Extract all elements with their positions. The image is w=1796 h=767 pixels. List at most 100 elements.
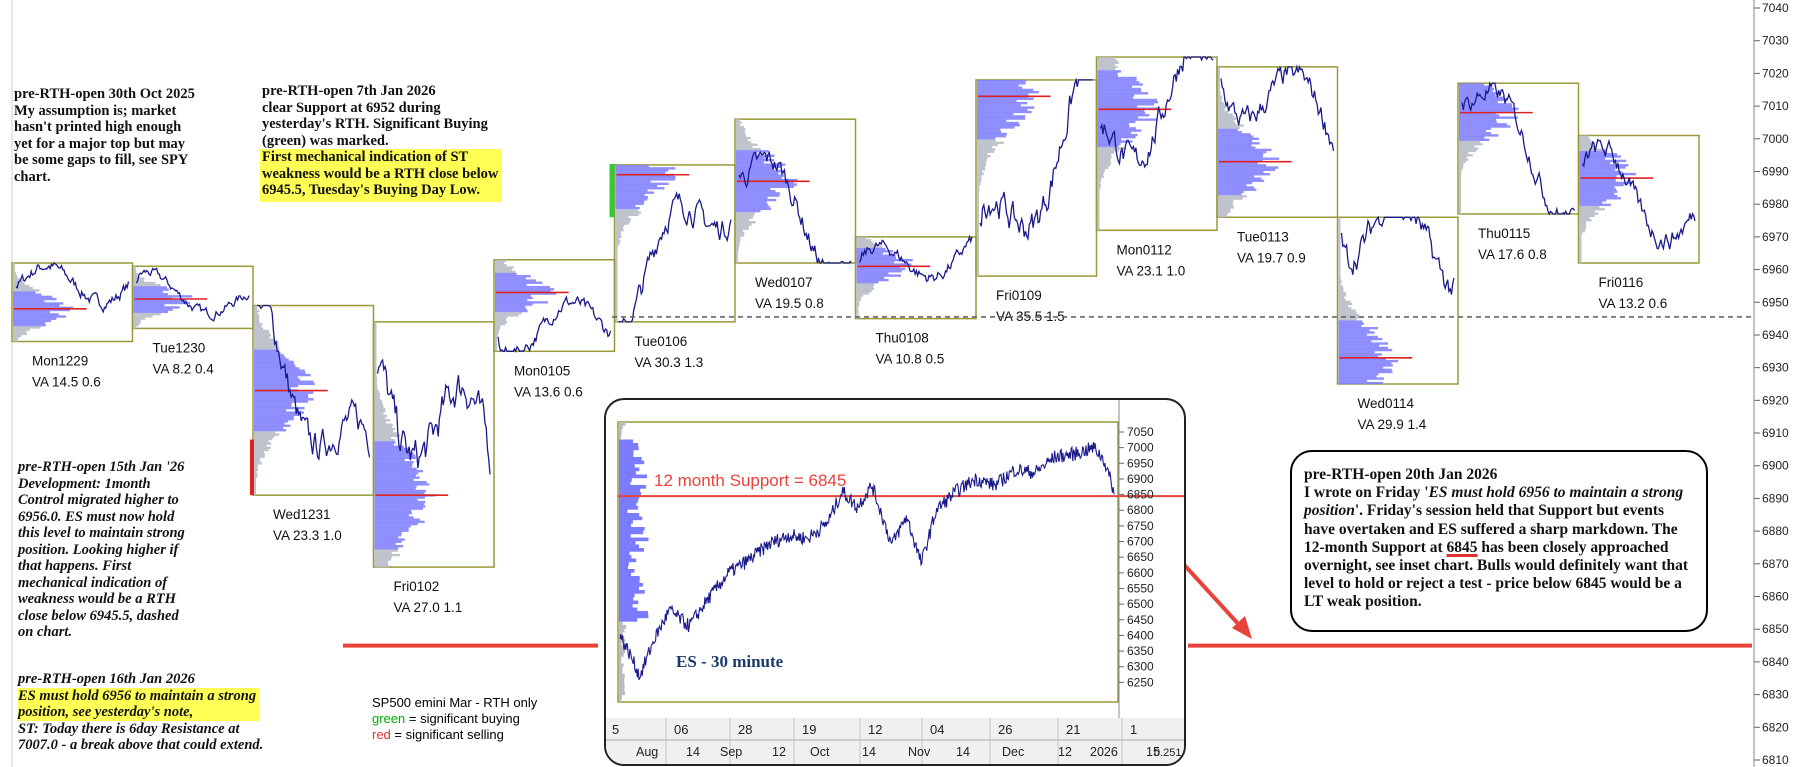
profile-row xyxy=(1218,113,1233,116)
profile-row xyxy=(254,365,296,368)
profile-row xyxy=(615,273,618,276)
profile-row xyxy=(1579,192,1615,196)
profile-row xyxy=(1338,342,1389,345)
profile-row xyxy=(254,384,299,388)
profile-row xyxy=(1218,157,1280,160)
legend-red-text: = significant selling xyxy=(390,727,504,742)
profile-row xyxy=(977,82,1026,85)
profile-row xyxy=(1338,267,1341,271)
price-line xyxy=(618,190,732,323)
profile-row xyxy=(977,157,988,160)
profile-row xyxy=(977,249,979,253)
profile-row xyxy=(374,374,377,378)
profile-row xyxy=(374,445,404,449)
profile-row xyxy=(374,496,425,499)
profile-row xyxy=(254,466,258,469)
profile-row xyxy=(1459,98,1509,102)
profile-row xyxy=(856,263,912,266)
profile-row xyxy=(254,369,305,372)
profile-row xyxy=(13,265,15,268)
profile-row xyxy=(495,331,499,335)
profile-row xyxy=(615,295,618,298)
profile-row xyxy=(13,339,18,342)
note-highlight: 6945.5, Tuesday's Buying Day Low. xyxy=(262,182,480,198)
profile-row xyxy=(1459,100,1499,104)
profile-row xyxy=(736,165,782,169)
profile-row xyxy=(977,143,998,147)
profile-row xyxy=(1338,375,1377,378)
profile-row xyxy=(1579,170,1622,174)
profile-row xyxy=(495,309,528,313)
profile-row xyxy=(13,321,46,325)
profile-row xyxy=(977,229,979,233)
profile-row xyxy=(13,306,74,309)
profile-row xyxy=(1097,109,1145,113)
session-box xyxy=(1577,134,1700,264)
profile-row xyxy=(495,327,500,330)
note-highlight: position, see yesterday's note, xyxy=(18,704,194,720)
profile-row xyxy=(374,522,418,526)
inset-x-tick-bottom: 14 xyxy=(862,745,876,759)
session-va-label: VA 19.7 0.9 xyxy=(1237,250,1306,265)
profile-row xyxy=(1338,241,1341,244)
profile-row xyxy=(615,271,618,274)
inset-profile-row xyxy=(619,439,634,444)
profile-row xyxy=(736,123,741,127)
profile-row xyxy=(1579,150,1608,154)
profile-row xyxy=(495,307,527,311)
profile-row xyxy=(254,470,257,474)
session-Tue0113: Tue0113 VA 19.7 0.9 xyxy=(1216,64,1339,265)
profile-row xyxy=(13,315,66,318)
profile-row xyxy=(615,290,618,294)
profile-row xyxy=(374,483,430,486)
session-Wed0107: Wed0107 VA 19.5 0.8 xyxy=(734,118,857,311)
profile-row xyxy=(374,536,399,539)
profile-row xyxy=(374,392,380,395)
profile-row xyxy=(254,323,263,326)
profile-row xyxy=(1579,223,1587,226)
profile-row xyxy=(254,422,285,425)
profile-row xyxy=(615,288,618,292)
profile-row xyxy=(736,154,775,157)
profile-row xyxy=(977,260,979,264)
inset-x-tick-bottom: Dec xyxy=(1002,745,1024,759)
profile-row xyxy=(856,294,864,297)
profile-row xyxy=(1097,74,1118,77)
profile-row xyxy=(736,189,776,193)
profile-row xyxy=(977,176,982,180)
profile-row xyxy=(736,218,750,222)
profile-row xyxy=(977,232,979,235)
profile-row xyxy=(254,479,256,483)
profile-row xyxy=(374,527,409,530)
profile-row xyxy=(615,277,618,281)
session-box xyxy=(372,321,495,568)
profile-row xyxy=(1218,119,1235,123)
profile-row xyxy=(374,538,405,541)
profile-row xyxy=(254,442,272,445)
profile-row xyxy=(374,438,395,442)
inset-profile-row xyxy=(619,551,630,556)
profile-row xyxy=(856,274,901,277)
profile-row xyxy=(374,533,402,537)
profile-row xyxy=(1459,127,1491,130)
profile-row xyxy=(1459,109,1514,113)
profile-row xyxy=(977,243,979,246)
inset-profile-row xyxy=(619,600,639,605)
note-text: 7007.0 - a break above that could extend… xyxy=(18,737,264,753)
profile-row xyxy=(1097,186,1101,189)
profile-row xyxy=(615,175,676,179)
profile-row xyxy=(495,272,517,276)
profile-row xyxy=(1459,202,1461,206)
profile-row xyxy=(13,310,51,314)
inset-y-tick-label: 6600 xyxy=(1127,566,1154,580)
profile-row xyxy=(1459,176,1461,179)
session-Fri0116: Fri0116 VA 13.2 0.6 xyxy=(1577,134,1700,311)
inset-profile-row xyxy=(619,628,625,633)
profile-row xyxy=(1218,144,1252,147)
profile-row xyxy=(1338,381,1383,385)
profile-row xyxy=(1097,92,1149,95)
profile-row xyxy=(1218,142,1260,145)
profile-row xyxy=(977,196,979,200)
profile-row xyxy=(1097,94,1135,97)
profile-row xyxy=(1097,217,1100,220)
